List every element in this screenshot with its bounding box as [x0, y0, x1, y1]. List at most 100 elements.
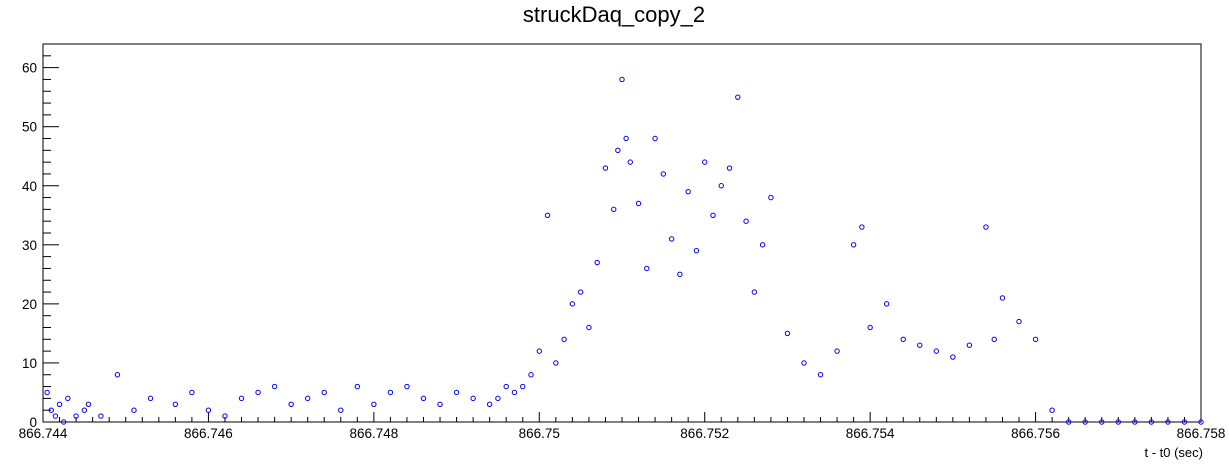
data-point	[644, 265, 650, 272]
data-point	[817, 372, 824, 378]
data-point	[623, 135, 629, 142]
data-point	[1082, 419, 1088, 425]
data-point	[189, 389, 195, 396]
data-point	[1132, 419, 1138, 425]
data-point	[420, 395, 427, 402]
data-point	[338, 407, 344, 413]
data-point	[991, 336, 997, 343]
data-point	[222, 413, 228, 419]
data-point	[726, 165, 733, 171]
data-point	[685, 188, 691, 195]
data-point	[321, 389, 327, 396]
data-point	[1065, 419, 1072, 425]
y-tick-label: 50	[22, 120, 37, 135]
data-point	[801, 360, 807, 366]
data-point	[602, 165, 609, 171]
data-points	[44, 76, 1204, 425]
x-tick-label: 866.756	[1011, 426, 1060, 441]
data-point	[238, 395, 245, 402]
x-tick-label: 866.748	[349, 426, 398, 441]
data-point	[470, 395, 476, 402]
data-point	[883, 301, 890, 307]
data-point	[1032, 336, 1039, 343]
data-point	[652, 135, 658, 142]
data-point	[784, 330, 791, 337]
data-point	[586, 324, 592, 331]
data-point	[611, 206, 617, 213]
data-point	[536, 348, 542, 354]
data-point	[1115, 419, 1121, 425]
data-point	[453, 389, 460, 396]
data-point	[619, 76, 625, 83]
data-point	[255, 389, 261, 396]
data-point	[354, 383, 361, 390]
data-point	[520, 383, 526, 390]
data-point	[718, 183, 724, 189]
data-point	[660, 171, 667, 177]
data-point	[511, 389, 518, 396]
data-point	[950, 354, 956, 360]
data-point	[635, 200, 642, 207]
data-point	[271, 383, 278, 390]
x-tick-label: 866.746	[184, 426, 233, 441]
x-tick-label: 866.744	[19, 426, 68, 441]
y-tick-label: 0	[29, 415, 37, 430]
y-tick-label: 10	[22, 356, 37, 371]
data-point	[859, 224, 865, 230]
data-point	[983, 224, 989, 230]
data-point	[48, 407, 54, 413]
data-point	[486, 401, 493, 407]
x-tick-label: 866.752	[680, 426, 729, 441]
data-point	[834, 348, 840, 354]
data-point	[60, 419, 67, 425]
data-point	[503, 383, 509, 390]
data-point	[544, 212, 551, 218]
data-point	[172, 401, 179, 407]
data-point	[288, 401, 294, 407]
data-point	[205, 407, 212, 413]
data-point	[56, 401, 63, 407]
y-tick-label: 60	[22, 61, 37, 76]
data-point	[933, 348, 940, 354]
data-point	[594, 259, 600, 266]
data-point	[677, 271, 683, 278]
y-axis: 0 10 20 30 40 50 60	[22, 43, 59, 430]
data-point	[569, 301, 576, 307]
data-point	[81, 407, 88, 413]
data-point	[147, 395, 154, 402]
data-point	[693, 248, 700, 254]
data-point	[668, 236, 675, 242]
data-point	[304, 395, 311, 402]
data-point	[65, 395, 71, 402]
data-point	[615, 147, 621, 154]
data-point	[743, 218, 749, 224]
data-point	[1099, 419, 1105, 425]
y-tick-label: 40	[22, 179, 37, 194]
data-point	[900, 336, 906, 343]
x-tick-label: 866.758	[1177, 426, 1226, 441]
data-point	[768, 194, 774, 201]
data-point	[404, 383, 410, 390]
data-point	[85, 401, 92, 407]
data-point	[131, 407, 137, 413]
data-point	[999, 295, 1006, 301]
y-tick-label: 20	[22, 297, 37, 312]
x-tick-label: 866.75	[519, 426, 560, 441]
data-point	[850, 242, 857, 248]
data-point	[495, 395, 501, 402]
data-point	[702, 159, 708, 165]
data-point	[114, 372, 121, 378]
data-point	[387, 389, 394, 396]
data-point	[1198, 419, 1204, 425]
data-point	[751, 289, 758, 295]
data-point	[577, 289, 584, 295]
data-point	[52, 413, 59, 419]
data-point	[735, 94, 741, 100]
data-point	[44, 389, 50, 396]
x-tick-label: 866.754	[846, 426, 895, 441]
data-point	[371, 401, 377, 407]
data-point	[553, 360, 559, 366]
data-point	[1148, 419, 1155, 425]
